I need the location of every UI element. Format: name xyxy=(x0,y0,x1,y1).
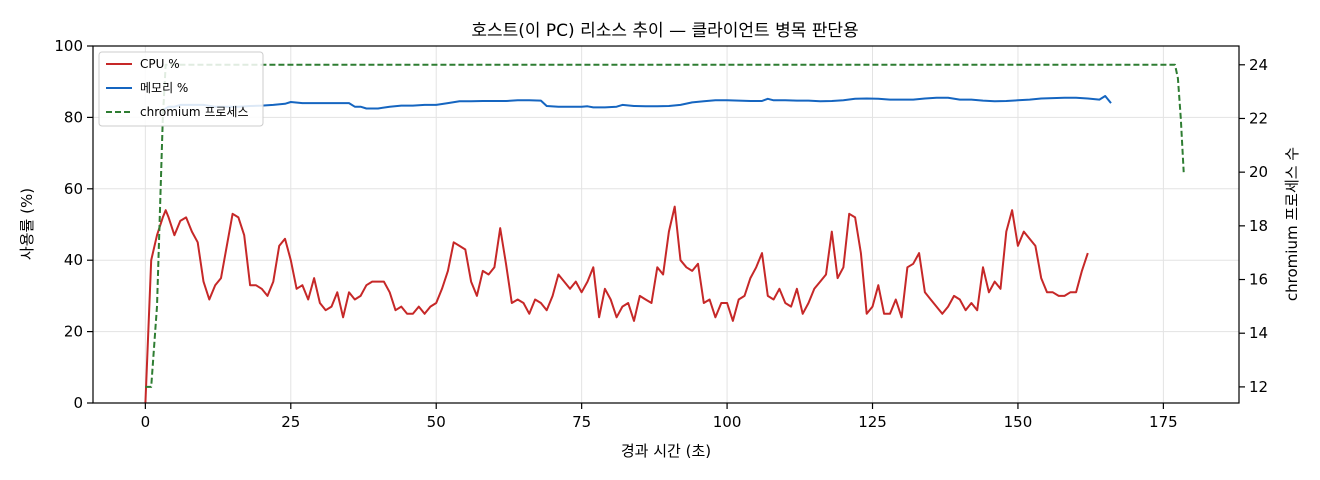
ticks: 0 25 50 75 100 125 150 175 0 20 40 60 80 100 12 14 16 18 2… xyxy=(54,37,1268,431)
x-tick-label: 100 xyxy=(713,413,742,431)
legend-label-cpu: CPU % xyxy=(140,57,180,71)
y-right-tick-label: 20 xyxy=(1249,163,1268,181)
y-right-tick-label: 24 xyxy=(1249,56,1268,74)
legend-box xyxy=(98,51,264,127)
chart-title: 호스트(이 PC) 리소스 추이 — 클라이언트 병목 판단용 xyxy=(471,21,858,41)
x-tick-label: 150 xyxy=(1004,413,1033,431)
y-tick-label: 100 xyxy=(54,37,83,55)
y-right-tick-label: 22 xyxy=(1249,109,1268,127)
y-tick-label: 0 xyxy=(73,394,83,412)
y-tick-label: 20 xyxy=(64,323,83,341)
series-layer xyxy=(144,63,1185,404)
y-tick-label: 60 xyxy=(64,180,83,198)
y-right-tick-label: 16 xyxy=(1249,271,1268,289)
y-right-tick-label: 14 xyxy=(1249,324,1268,342)
y-tick-label: 80 xyxy=(64,108,83,126)
x-tick-label: 0 xyxy=(141,413,151,431)
plot-frame xyxy=(92,45,1240,404)
y-axis-right-label: chromium 프로세스 수 xyxy=(1283,147,1301,301)
y-tick-label: 40 xyxy=(64,251,83,269)
y-axis-label: 사용률 (%) xyxy=(18,188,36,260)
x-tick-label: 50 xyxy=(427,413,446,431)
series-line-chromium xyxy=(145,63,1185,388)
x-tick-label: 75 xyxy=(572,413,591,431)
x-tick-label: 175 xyxy=(1149,413,1178,431)
legend-label-chromium: chromium 프로세스 xyxy=(140,105,249,119)
series-line-cpu xyxy=(144,205,1089,404)
x-tick-label: 125 xyxy=(858,413,887,431)
legend-label-memory: 메모리 % xyxy=(140,81,188,95)
x-axis-label: 경과 시간 (초) xyxy=(621,442,711,460)
legend: CPU % 메모리 % chromium 프로세스 xyxy=(98,51,264,127)
x-tick-label: 25 xyxy=(281,413,300,431)
series-line-memory xyxy=(162,95,1112,112)
y-right-tick-label: 12 xyxy=(1249,378,1268,396)
y-right-tick-label: 18 xyxy=(1249,217,1268,235)
